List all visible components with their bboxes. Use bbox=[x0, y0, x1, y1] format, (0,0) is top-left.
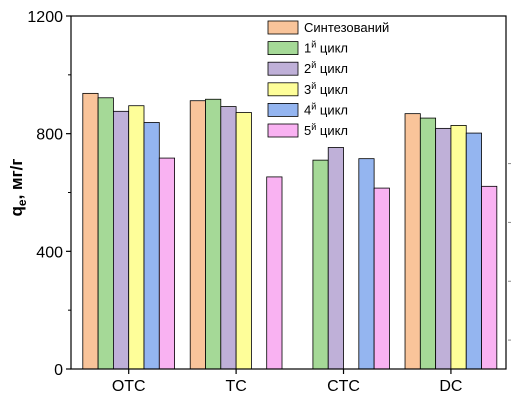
bar-ctc-series-1 bbox=[312, 159, 329, 370]
legend-swatch-5 bbox=[267, 123, 299, 138]
ticks-layer: OTC TC CTC DC 0 400 800 1200 bbox=[27, 9, 511, 395]
bar-otc-series-5 bbox=[158, 157, 176, 370]
x-tick-label-otc: OTC bbox=[112, 378, 146, 395]
bar-dc-series-2 bbox=[435, 127, 452, 370]
legend-swatch-0 bbox=[267, 20, 299, 35]
bar-otc-series-4 bbox=[143, 122, 160, 370]
legend-label-3: 3й цикл bbox=[304, 81, 348, 97]
x-tick-label-dc: DC bbox=[439, 378, 462, 395]
y-axis-label-main: q bbox=[7, 206, 26, 216]
bar-otc-series-0 bbox=[82, 92, 99, 370]
bar-tc-series-3 bbox=[235, 112, 252, 370]
bar-dc-series-3 bbox=[450, 125, 467, 370]
y-tick-label-800: 800 bbox=[36, 127, 63, 144]
y-axis-label: qe, мг/г bbox=[7, 159, 29, 217]
bars-layer bbox=[82, 92, 498, 370]
bar-ctc-series-4 bbox=[358, 158, 375, 370]
bar-otc-series-1 bbox=[97, 97, 114, 370]
x-tick-label-ctc: CTC bbox=[327, 378, 360, 395]
legend-swatch-2 bbox=[267, 61, 299, 76]
legend-label-0: Синтезований bbox=[304, 20, 389, 35]
bar-tc-series-2 bbox=[220, 106, 237, 370]
y-axis-label-text: qe, мг/г bbox=[7, 159, 29, 217]
bar-otc-series-2 bbox=[113, 110, 130, 370]
bar-tc-series-1 bbox=[205, 98, 222, 370]
legend-label-4: 4й цикл bbox=[304, 101, 348, 117]
bar-dc-series-0 bbox=[404, 113, 421, 370]
legend: Синтезований 1й цикл 2й цикл 3й цикл 4й цикл… bbox=[267, 20, 389, 138]
bar-otc-series-3 bbox=[128, 105, 145, 370]
y-axis-label-unit: , мг/г bbox=[7, 159, 26, 200]
y-axis-label-subscript: e bbox=[15, 199, 29, 206]
bar-ctc-series-2 bbox=[327, 147, 344, 370]
y-tick-label-0: 0 bbox=[54, 362, 63, 379]
legend-label-2: 2й цикл bbox=[304, 60, 348, 76]
bar-tc-series-5 bbox=[266, 176, 283, 370]
y-tick-label-1200: 1200 bbox=[27, 9, 63, 26]
bar-dc-series-4 bbox=[465, 132, 482, 370]
x-tick-label-tc: TC bbox=[225, 378, 246, 395]
legend-label-5: 5й цикл bbox=[304, 122, 348, 138]
bar-dc-series-5 bbox=[481, 185, 498, 370]
legend-swatch-3 bbox=[267, 82, 299, 97]
bar-ctc-series-5 bbox=[373, 187, 390, 370]
legend-swatch-1 bbox=[267, 41, 299, 55]
bar-dc-series-1 bbox=[419, 117, 437, 370]
bar-tc-series-0 bbox=[189, 100, 206, 370]
y-tick-label-400: 400 bbox=[36, 244, 63, 261]
legend-swatch-4 bbox=[267, 103, 299, 117]
legend-label-1: 1й цикл bbox=[304, 40, 348, 56]
